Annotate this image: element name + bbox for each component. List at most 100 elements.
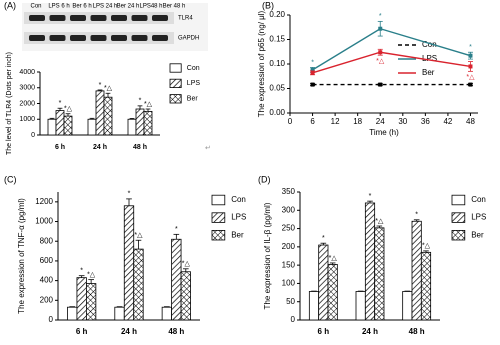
x-tick-label: 48 <box>466 117 475 126</box>
blot-band <box>152 15 168 21</box>
data-point <box>378 82 383 87</box>
bar <box>76 277 87 321</box>
legend-swatch <box>211 212 226 223</box>
legend-label: Con <box>187 65 200 72</box>
significance-label: * <box>311 59 314 66</box>
blot-band <box>70 15 86 21</box>
series-line <box>312 27 471 71</box>
significance-label: * <box>59 100 62 107</box>
legend-label: LPS <box>231 213 246 222</box>
bar <box>327 264 338 321</box>
legend-swatch <box>451 229 466 241</box>
x-tick-label: 48 h <box>168 327 184 336</box>
legend-swatch <box>169 78 182 88</box>
x-tick-label: 0 <box>288 117 293 126</box>
y-tick-label: 0.10 <box>269 59 285 68</box>
x-tick-label: 6 h <box>55 144 65 151</box>
y-tick-label: 250 <box>282 224 296 233</box>
y-tick-label: 600 <box>40 256 54 265</box>
significance-label: *△ <box>104 85 113 92</box>
bar <box>135 108 145 136</box>
blot-band <box>131 15 148 21</box>
lane-label: LPS 6 h <box>48 4 69 10</box>
x-tick-label: 6 h <box>76 327 88 336</box>
y-tick-label: 800 <box>40 236 54 245</box>
legend-label: Ber <box>187 96 199 103</box>
y-tick-label: 3000 <box>19 85 35 92</box>
blot-band <box>49 15 66 21</box>
significance-label: * <box>379 13 382 20</box>
band-label: TLR4 <box>178 16 193 22</box>
bar <box>127 118 137 136</box>
data-point <box>468 82 473 87</box>
x-tick-label: 24 h <box>93 144 107 151</box>
significance-label: * <box>369 193 372 200</box>
blot-band <box>29 15 45 21</box>
panel-label: (A) <box>4 0 16 10</box>
bar <box>63 115 73 136</box>
blot-band <box>111 35 127 41</box>
y-tick-label: 300 <box>282 205 296 214</box>
legend-swatch <box>169 63 182 73</box>
legend-label: Con <box>422 40 437 49</box>
panel-label: (B) <box>262 0 274 10</box>
significance-label: *△ <box>182 261 191 268</box>
data-point <box>310 82 315 87</box>
legend-swatch <box>211 194 226 206</box>
legend-swatch <box>211 229 226 241</box>
legend-label: Ber <box>422 68 435 77</box>
significance-label: *△ <box>375 218 384 225</box>
bar <box>114 306 125 321</box>
y-tick-label: 400 <box>40 276 54 285</box>
y-tick-label: 1000 <box>35 217 53 226</box>
x-tick-label: 36 <box>421 117 430 126</box>
significance-label: *△ <box>376 58 385 65</box>
significance-label: * <box>415 212 418 219</box>
blot-band <box>49 35 66 41</box>
bar <box>180 271 191 321</box>
y-axis-title: The expression of IL-β (pg/ml) <box>263 202 272 309</box>
bar <box>86 283 97 321</box>
x-tick-label: 48 h <box>409 327 425 336</box>
lane-label: LPS48 h <box>139 4 162 10</box>
y-tick-label: 2000 <box>19 100 35 107</box>
bar <box>87 118 97 136</box>
bar <box>402 291 413 321</box>
data-point <box>378 26 383 31</box>
significance-label: * <box>322 235 325 242</box>
y-tick-label: 200 <box>40 295 54 304</box>
significance-label: * <box>99 82 102 89</box>
significance-label: *△ <box>144 101 153 108</box>
bar <box>103 96 113 136</box>
y-tick-label: 100 <box>282 279 296 288</box>
bar <box>123 205 135 321</box>
y-tick-label: 0 <box>49 315 54 324</box>
y-tick-label: 50 <box>286 297 295 306</box>
lane-label: Ber 6 h <box>72 4 91 10</box>
data-point <box>310 67 315 72</box>
significance-label: *△ <box>466 74 475 81</box>
data-point <box>310 70 315 75</box>
blot-band <box>131 35 148 41</box>
bar <box>95 90 105 136</box>
significance-label: * <box>128 191 131 198</box>
y-tick-label: 0.00 <box>269 108 285 117</box>
bar <box>171 238 182 321</box>
bar <box>143 110 153 136</box>
y-tick-label: 0.20 <box>269 10 285 19</box>
legend-swatch <box>451 194 466 206</box>
x-tick-label: 30 <box>398 117 407 126</box>
x-tick-label: 6 h <box>318 327 330 336</box>
lane-label: Ber 24 h <box>117 4 140 10</box>
significance-label: *△ <box>134 232 143 239</box>
significance-label: * <box>175 226 178 233</box>
y-tick-label: 350 <box>282 187 296 196</box>
significance-label: *△ <box>329 255 338 262</box>
y-tick-label: 4000 <box>19 69 35 76</box>
y-tick-label: 1200 <box>35 197 53 206</box>
bar <box>374 227 385 321</box>
lane-label: LPS 24 h <box>93 4 118 10</box>
x-tick-label: 18 <box>353 117 362 126</box>
blot-band <box>152 35 168 41</box>
legend-label: LPS <box>187 80 201 87</box>
